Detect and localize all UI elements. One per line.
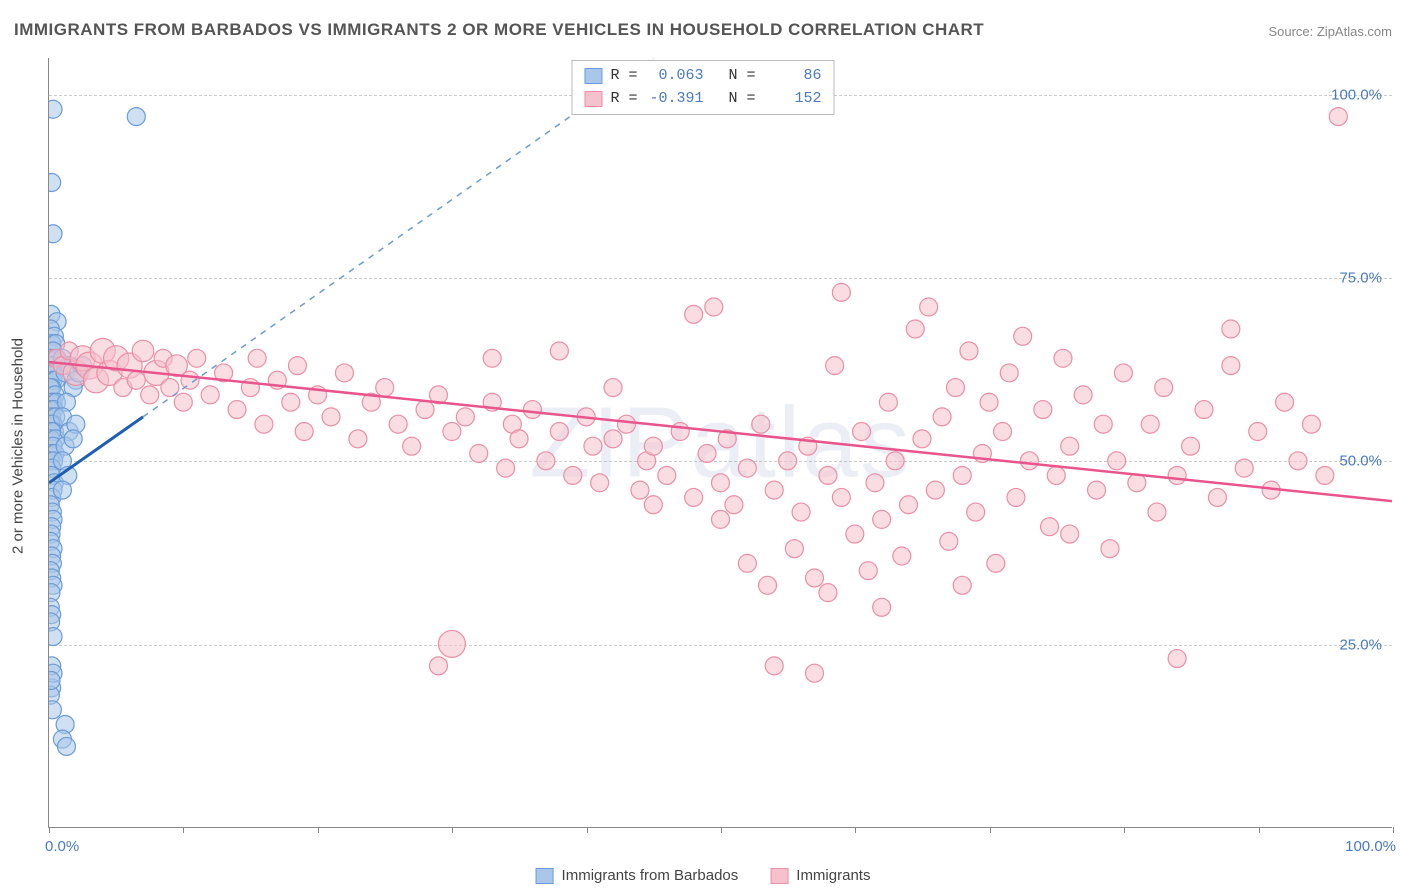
source-link[interactable]: ZipAtlas.com bbox=[1317, 24, 1392, 39]
series1-label: Immigrants from Barbados bbox=[562, 867, 739, 884]
correlation-legend: R = 0.063 N = 86 R = -0.391 N = 152 bbox=[571, 60, 834, 115]
legend-item-series1: Immigrants from Barbados bbox=[536, 867, 739, 884]
chart-title: IMMIGRANTS FROM BARBADOS VS IMMIGRANTS 2… bbox=[14, 20, 984, 40]
x-tick bbox=[1259, 827, 1260, 833]
x-tick bbox=[452, 827, 453, 833]
legend-row-series2: R = -0.391 N = 152 bbox=[584, 88, 821, 111]
source-attribution: Source: ZipAtlas.com bbox=[1268, 24, 1392, 39]
r-label: R = bbox=[610, 65, 637, 88]
n-label: N = bbox=[729, 88, 756, 111]
swatch-blue-icon bbox=[584, 68, 602, 84]
x-tick bbox=[990, 827, 991, 833]
scatter-plot-svg bbox=[49, 58, 1392, 827]
source-label: Source: bbox=[1268, 24, 1316, 39]
x-tick bbox=[1393, 827, 1394, 833]
r-label: R = bbox=[610, 88, 637, 111]
swatch-pink-icon bbox=[584, 91, 602, 107]
y-axis-title: 2 or more Vehicles in Household bbox=[10, 338, 27, 554]
x-tick-label: 0.0% bbox=[45, 838, 79, 855]
plot-area: ZIPatlas 25.0%50.0%75.0%100.0%0.0%100.0% bbox=[48, 58, 1392, 828]
x-tick bbox=[183, 827, 184, 833]
x-tick bbox=[1124, 827, 1125, 833]
legend-item-series2: Immigrants bbox=[770, 867, 870, 884]
x-tick bbox=[587, 827, 588, 833]
series-legend: Immigrants from Barbados Immigrants bbox=[536, 867, 871, 884]
x-tick bbox=[49, 827, 50, 833]
x-tick-label: 100.0% bbox=[1345, 838, 1396, 855]
x-tick bbox=[318, 827, 319, 833]
legend-row-series1: R = 0.063 N = 86 bbox=[584, 65, 821, 88]
swatch-blue-icon bbox=[536, 868, 554, 884]
x-tick bbox=[855, 827, 856, 833]
x-tick bbox=[721, 827, 722, 833]
r-value-2: -0.391 bbox=[645, 88, 703, 111]
n-value-2: 152 bbox=[764, 88, 822, 111]
n-label: N = bbox=[729, 65, 756, 88]
swatch-pink-icon bbox=[770, 868, 788, 884]
series2-label: Immigrants bbox=[796, 867, 870, 884]
r-value-1: 0.063 bbox=[645, 65, 703, 88]
n-value-1: 86 bbox=[764, 65, 822, 88]
